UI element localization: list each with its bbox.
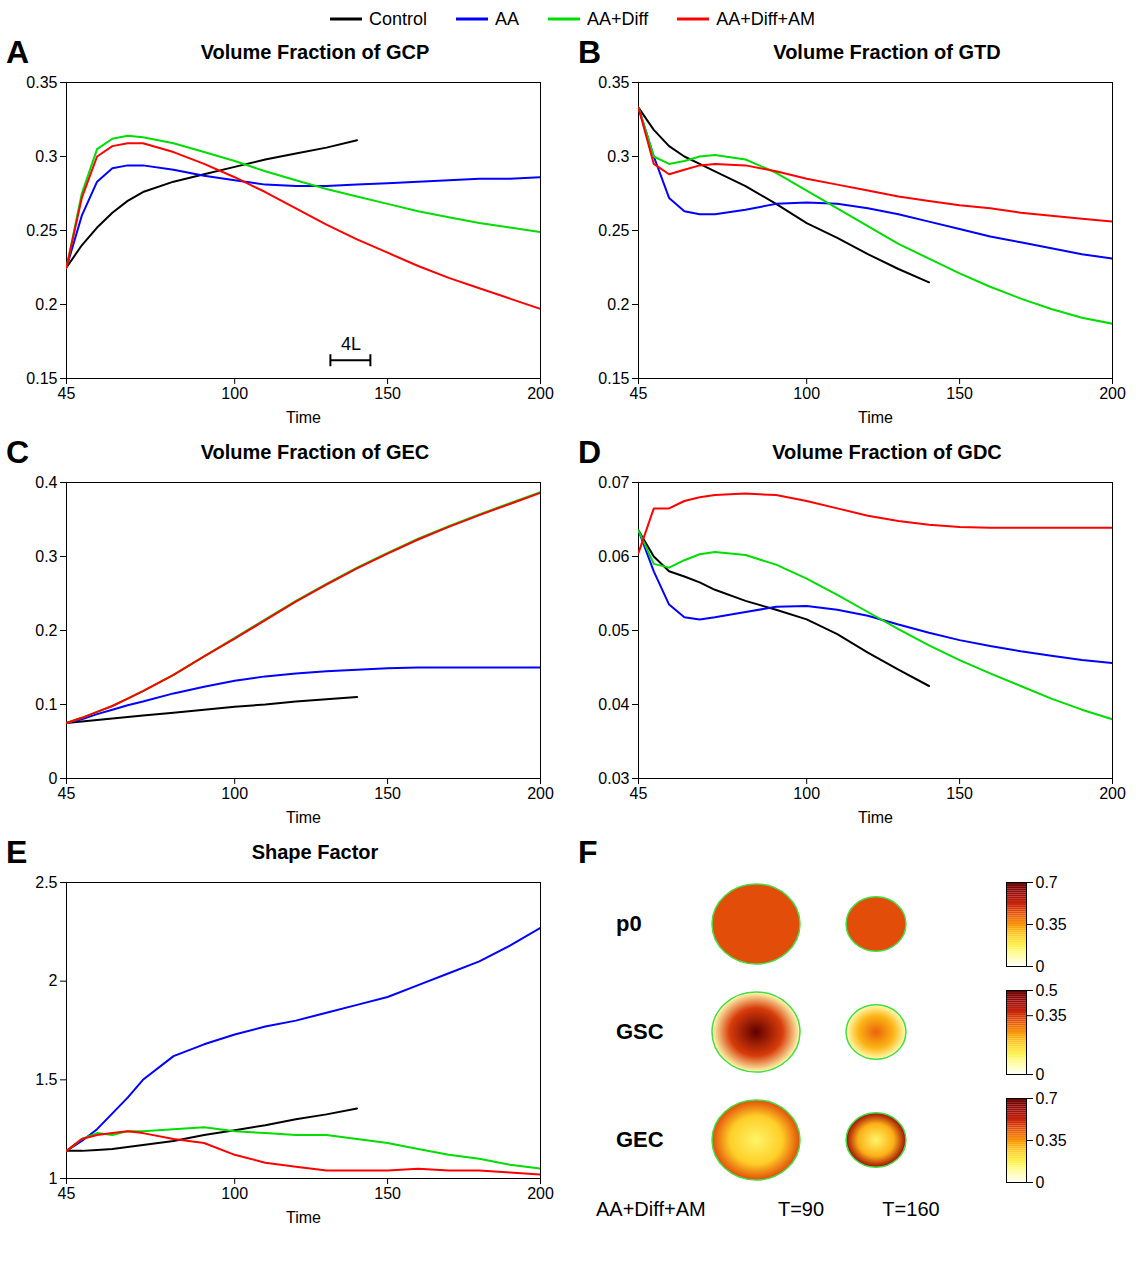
svg-text:150: 150 <box>946 785 973 802</box>
svg-text:0.35: 0.35 <box>1036 1007 1067 1024</box>
html-text:AA: AA <box>495 8 520 29</box>
html-text:C: C <box>6 434 30 470</box>
svg-text:150: 150 <box>374 785 401 802</box>
svg-text:0.15: 0.15 <box>26 370 57 387</box>
svg-text:100: 100 <box>793 385 820 402</box>
svg-text:0.35: 0.35 <box>26 74 57 91</box>
svg-text:100: 100 <box>221 1185 248 1202</box>
svg-text:45: 45 <box>58 1185 76 1202</box>
svg-text:100: 100 <box>221 385 248 402</box>
svg-text:Time: Time <box>286 1209 321 1226</box>
html-text:T=90: T=90 <box>777 1197 825 1220</box>
svg-text:0.35: 0.35 <box>1036 916 1067 933</box>
html-text:T=160: T=160 <box>882 1197 940 1220</box>
svg-text:0.25: 0.25 <box>598 222 629 239</box>
svg-text:0.06: 0.06 <box>598 548 629 565</box>
svg-text:0.7: 0.7 <box>1036 1090 1058 1107</box>
svg-text:0.3: 0.3 <box>607 148 629 165</box>
svg-text:0.05: 0.05 <box>598 622 629 639</box>
svg-text:45: 45 <box>58 385 76 402</box>
html-text:D: D <box>578 434 602 470</box>
svg-text:0.15: 0.15 <box>598 370 629 387</box>
html-text:Control: Control <box>369 8 427 29</box>
svg-text:0.03: 0.03 <box>598 770 629 787</box>
svg-text:0.2: 0.2 <box>607 296 629 313</box>
svg-text:1.5: 1.5 <box>35 1071 57 1088</box>
svg-text:0.3: 0.3 <box>35 548 57 565</box>
svg-text:45: 45 <box>630 385 648 402</box>
svg-text:200: 200 <box>527 1185 554 1202</box>
svg-text:0.2: 0.2 <box>35 622 57 639</box>
svg-text:4L: 4L <box>341 334 361 354</box>
svg-text:0: 0 <box>1036 1066 1045 1083</box>
html-text:p0: p0 <box>616 911 642 936</box>
svg-text:0: 0 <box>1036 958 1045 975</box>
html-text:B: B <box>578 34 602 70</box>
svg-text:200: 200 <box>1099 385 1126 402</box>
svg-text:1: 1 <box>49 1170 58 1187</box>
html-text:AA+Diff: AA+Diff <box>587 8 649 29</box>
svg-text:Time: Time <box>286 409 321 426</box>
html-text:AA+Diff+AM: AA+Diff+AM <box>716 8 815 29</box>
svg-text:45: 45 <box>630 785 648 802</box>
html-text:Volume Fraction of GDC: Volume Fraction of GDC <box>772 441 1002 463</box>
svg-text:200: 200 <box>527 785 554 802</box>
svg-text:0: 0 <box>49 770 58 787</box>
svg-text:0: 0 <box>1036 1174 1045 1191</box>
html-text:Shape Factor: Shape Factor <box>251 841 379 863</box>
svg-text:0.5: 0.5 <box>1036 982 1058 999</box>
svg-text:150: 150 <box>374 385 401 402</box>
svg-text:150: 150 <box>374 1185 401 1202</box>
html-text:GSC: GSC <box>616 1019 664 1044</box>
html-text:Volume Fraction of GCP: Volume Fraction of GCP <box>200 41 430 63</box>
svg-text:100: 100 <box>221 785 248 802</box>
svg-text:0.1: 0.1 <box>35 696 57 713</box>
svg-text:0.4: 0.4 <box>35 474 57 491</box>
html-text:AA+Diff+AM: AA+Diff+AM <box>596 1197 706 1220</box>
svg-text:100: 100 <box>793 785 820 802</box>
svg-text:Time: Time <box>858 809 893 826</box>
svg-text:Time: Time <box>286 809 321 826</box>
svg-text:150: 150 <box>946 385 973 402</box>
svg-text:200: 200 <box>527 385 554 402</box>
html-text:Volume Fraction of GEC: Volume Fraction of GEC <box>200 441 430 463</box>
html-text:E: E <box>6 834 28 870</box>
svg-text:0.7: 0.7 <box>1036 874 1058 891</box>
svg-text:2: 2 <box>49 972 58 989</box>
html-text:Volume Fraction of GTD: Volume Fraction of GTD <box>773 41 1001 63</box>
svg-text:0.35: 0.35 <box>1036 1132 1067 1149</box>
svg-text:Time: Time <box>858 409 893 426</box>
svg-text:0.07: 0.07 <box>598 474 629 491</box>
svg-text:0.35: 0.35 <box>598 74 629 91</box>
svg-text:0.25: 0.25 <box>26 222 57 239</box>
svg-text:0.2: 0.2 <box>35 296 57 313</box>
svg-text:45: 45 <box>58 785 76 802</box>
svg-text:200: 200 <box>1099 785 1126 802</box>
svg-text:0.3: 0.3 <box>35 148 57 165</box>
html-text:A: A <box>6 34 30 70</box>
svg-text:0.04: 0.04 <box>598 696 629 713</box>
svg-text:2.5: 2.5 <box>35 874 57 891</box>
html-text:F: F <box>578 834 598 870</box>
html-text:GEC: GEC <box>616 1127 664 1152</box>
